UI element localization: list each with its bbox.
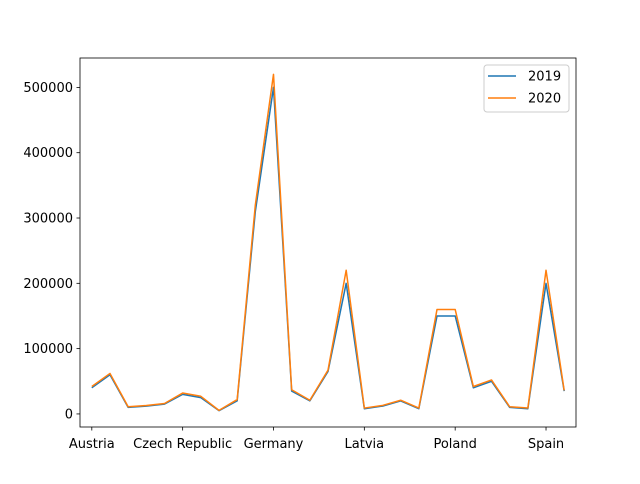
x-tick-label: Austria xyxy=(69,437,115,452)
series-line-2020 xyxy=(91,73,565,412)
x-tick-label: Latvia xyxy=(345,437,385,452)
plot-area xyxy=(80,58,576,427)
y-tick-label: 500000 xyxy=(23,81,73,96)
plot-background xyxy=(80,58,576,427)
axes-layer: 0 100000 200000 300000 400000 500000 Austria Cz… xyxy=(23,57,577,452)
legend-label-2020: 2020 xyxy=(528,92,561,107)
x-tick-label: Poland xyxy=(433,437,476,452)
y-tick-label: 400000 xyxy=(23,146,73,161)
y-tick-label: 100000 xyxy=(23,342,73,357)
legend-label-2019: 2019 xyxy=(528,70,561,85)
axes-frame xyxy=(79,57,577,428)
y-tick-label: 200000 xyxy=(23,277,73,292)
legend: 2019 2020 xyxy=(483,64,570,113)
y-tick-label: 0 xyxy=(65,407,73,422)
y-tick-label: 300000 xyxy=(23,212,73,227)
x-tick-label: Czech Republic xyxy=(133,437,232,452)
x-tick-label: Germany xyxy=(244,437,304,452)
series-layer xyxy=(91,73,565,412)
x-tick-label: Spain xyxy=(528,437,564,452)
